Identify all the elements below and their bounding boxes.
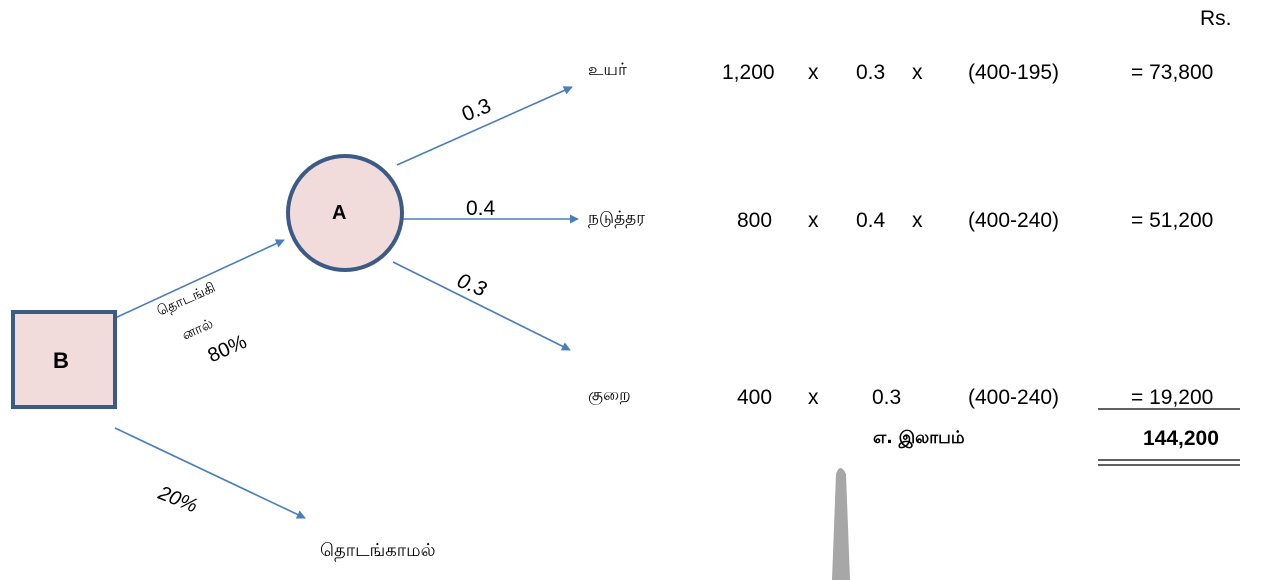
outcome-prob: 0.4 [856,209,886,232]
total-label: எ. இலாபம் [873,428,965,448]
arrow-b-no-start [114,427,306,519]
outcome-name: நடுத்தர [588,208,646,228]
outcome-margin: (400-240) [968,209,1060,232]
decision-node-label: B [53,348,69,373]
outcome-units: 1,200 [722,61,775,84]
outcome-result: = 19,200 [1131,386,1214,409]
outcome-margin: (400-195) [968,61,1060,84]
outcome-times-2: x [912,61,923,84]
outcome-times-1: x [808,386,819,409]
outcome-times-1: x [808,61,819,84]
outcome-name: உயர் [588,60,627,80]
outcome-result: = 73,800 [1131,61,1214,84]
outcome-result: = 51,200 [1131,209,1214,232]
outcome-times-2: x [912,209,923,232]
outcome-times-1: x [808,209,819,232]
arrow-a-high [396,86,573,166]
branch-no-start-label: தொடங்காமல் [320,540,436,561]
currency-label: Rs. [1200,7,1232,30]
outcome-units: 400 [737,386,773,409]
arrow-b-to-a [114,239,285,319]
decorative-shape [832,468,850,580]
outcome-prob: 0.3 [856,61,886,84]
decision-node [11,310,117,409]
outcome-prob: 0.3 [872,386,902,409]
chance-node-label: A [332,202,347,224]
outcome-margin: (400-240) [968,386,1060,409]
arrow-a-low [392,261,571,351]
outcome-name: குறை [588,385,631,405]
total-value: 144,200 [1143,427,1219,450]
branch-medium-prob: 0.4 [466,197,496,220]
chance-node [286,154,404,272]
outcome-units: 800 [737,209,773,232]
